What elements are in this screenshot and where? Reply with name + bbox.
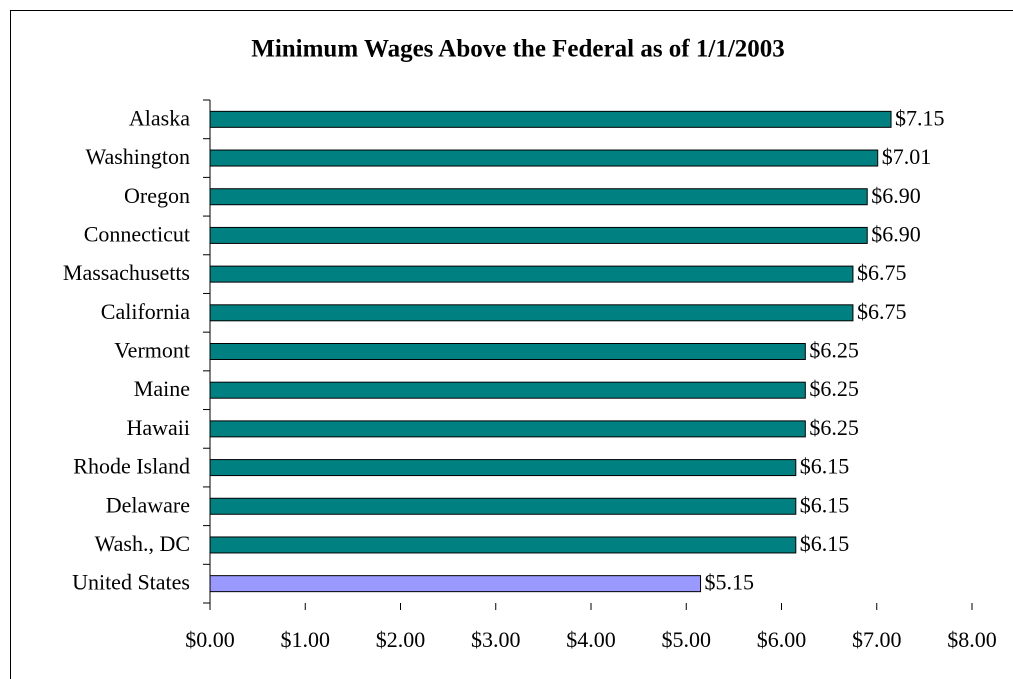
bar	[209, 381, 806, 399]
bar	[209, 110, 892, 128]
data-label: $6.25	[809, 415, 859, 440]
data-label: $6.90	[871, 183, 921, 208]
bar	[209, 304, 854, 322]
bar	[209, 536, 797, 554]
bar	[209, 575, 702, 593]
y-tick-label: Alaska	[129, 105, 190, 130]
y-tick-label: Vermont	[114, 338, 190, 363]
y-tick-label: Rhode Island	[73, 454, 190, 479]
bar	[209, 420, 806, 438]
data-label: $6.15	[800, 531, 850, 556]
x-tick-label: $8.00	[947, 627, 997, 652]
y-tick-label: Maine	[134, 376, 190, 401]
x-tick-label: $5.00	[662, 627, 712, 652]
data-label: $7.01	[882, 144, 932, 169]
data-label: $6.15	[800, 492, 850, 517]
y-tick-label: California	[101, 299, 190, 324]
y-tick-label: Delaware	[106, 492, 190, 517]
y-tick-label: United States	[72, 570, 190, 595]
data-label: $6.25	[809, 338, 859, 363]
bar	[209, 149, 879, 167]
x-tick-label: $4.00	[566, 627, 616, 652]
y-tick-label: Connecticut	[84, 221, 190, 246]
y-tick-label: Massachusetts	[63, 260, 190, 285]
y-tick-label: Oregon	[124, 183, 190, 208]
x-tick-label: $6.00	[757, 627, 807, 652]
data-label: $6.15	[800, 454, 850, 479]
bar	[209, 188, 868, 206]
y-tick-label: Wash., DC	[95, 531, 190, 556]
data-label: $7.15	[895, 105, 945, 130]
bar	[209, 497, 797, 515]
bar	[209, 343, 806, 360]
bar	[209, 265, 854, 283]
bar	[209, 226, 868, 244]
x-tick-label: $1.00	[281, 627, 331, 652]
x-tick-label: $2.00	[376, 627, 426, 652]
x-tick-label: $0.00	[185, 627, 235, 652]
data-label: $6.75	[857, 299, 907, 324]
data-label: $6.90	[871, 221, 921, 246]
y-tick-label: Hawaii	[126, 415, 190, 440]
chart-title: Minimum Wages Above the Federal as of 1/…	[251, 36, 785, 63]
data-label: $5.15	[705, 570, 755, 595]
data-label: $6.25	[809, 376, 859, 401]
x-tick-label: $7.00	[852, 627, 902, 652]
bar	[209, 459, 797, 477]
data-label: $6.75	[857, 260, 907, 285]
x-tick-label: $3.00	[471, 627, 521, 652]
y-tick-label: Washington	[85, 144, 190, 169]
